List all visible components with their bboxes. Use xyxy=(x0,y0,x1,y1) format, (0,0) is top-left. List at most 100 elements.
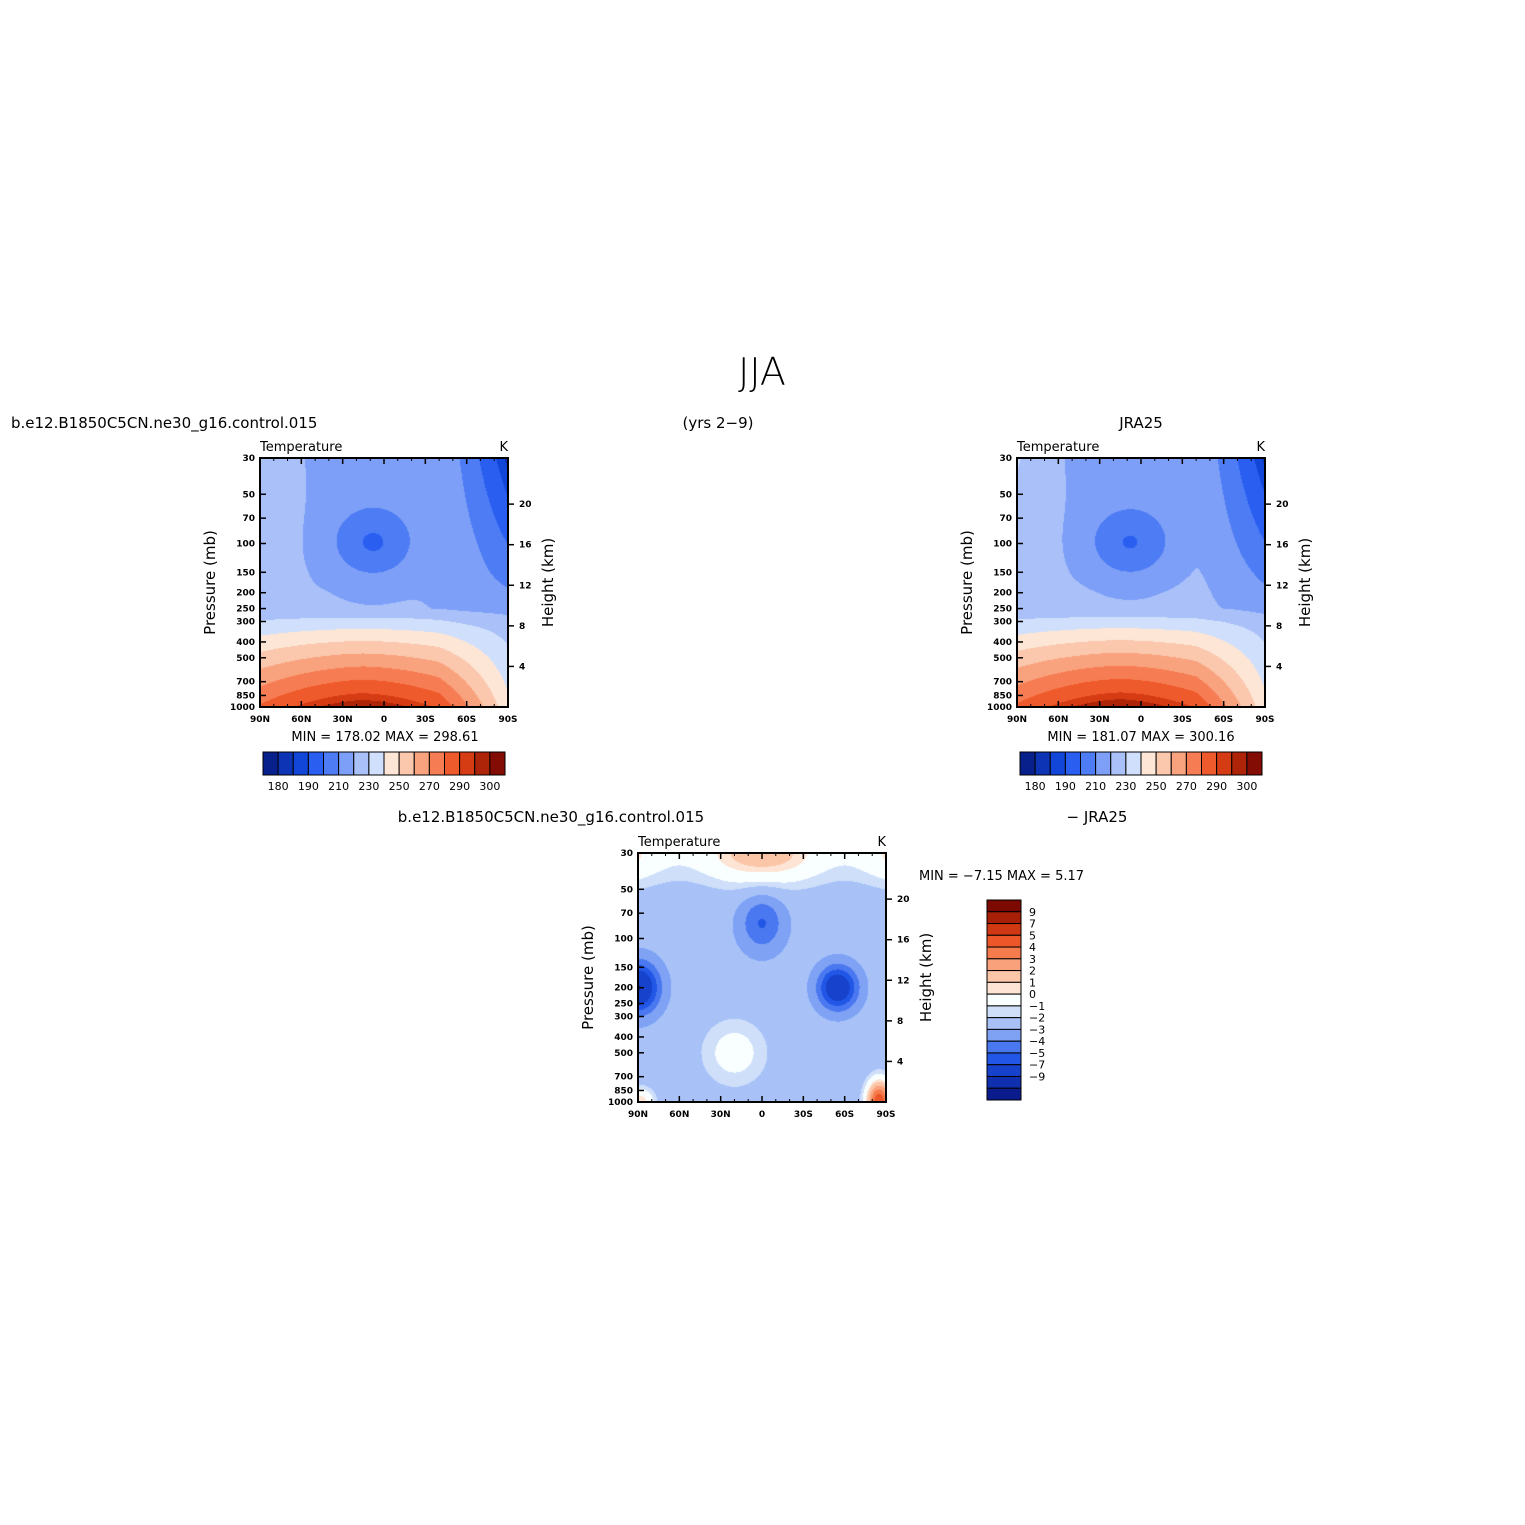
x-tick-label: 30S xyxy=(794,1110,813,1120)
x-tick-label: 60N xyxy=(291,715,311,725)
colorbar-box xyxy=(444,751,461,776)
colorbar-box xyxy=(1246,751,1263,776)
colorbar-box xyxy=(986,911,1022,925)
y-tick-label: 300 xyxy=(614,1013,633,1023)
x-tick-label: 0 xyxy=(381,715,387,725)
field-label: Temperature xyxy=(637,835,720,850)
colorbar-box xyxy=(986,1052,1022,1066)
y-tick-label: 250 xyxy=(614,1000,633,1010)
colorbar-label: 210 xyxy=(1085,780,1106,793)
colorbar-box xyxy=(1064,751,1081,776)
colorbar-box xyxy=(986,934,1022,948)
x-tick-label: 30S xyxy=(416,715,435,725)
field-label: Temperature xyxy=(259,440,342,455)
colorbar-box xyxy=(383,751,400,776)
y-tick-label: 50 xyxy=(620,885,633,895)
colorbar-label: 250 xyxy=(389,780,410,793)
colorbar-label: 190 xyxy=(298,780,319,793)
right-header: JRA25 xyxy=(1118,414,1163,432)
units-label: K xyxy=(1256,440,1265,455)
colorbar-label: 190 xyxy=(1055,780,1076,793)
colorbar-label: 290 xyxy=(449,780,470,793)
colorbar-label: −5 xyxy=(1029,1047,1045,1060)
colorbar-label: 9 xyxy=(1029,906,1036,919)
y-tick-label: 700 xyxy=(614,1073,633,1083)
y-tick-label: 700 xyxy=(236,678,255,688)
colorbar-box xyxy=(474,751,491,776)
x-tick-label: 90N xyxy=(628,1110,648,1120)
colorbar-label: 3 xyxy=(1029,953,1036,966)
colorbar-label: −7 xyxy=(1029,1059,1045,1072)
x-tick-label: 90N xyxy=(1007,715,1027,725)
y-tick-label: 700 xyxy=(993,678,1012,688)
colorbar-box xyxy=(307,751,324,776)
y2-tick-label: 12 xyxy=(1276,581,1289,591)
min-max-stats: MIN = −7.15 MAX = 5.17 xyxy=(919,869,1084,884)
y2-tick-label: 12 xyxy=(519,581,532,591)
y2-tick-label: 16 xyxy=(519,541,532,551)
colorbar-box xyxy=(292,751,309,776)
colorbar-box xyxy=(986,923,1022,936)
y-tick-label: 250 xyxy=(993,605,1012,615)
x-tick-label: 0 xyxy=(759,1110,765,1120)
colorbar-label: 0 xyxy=(1029,988,1036,1001)
panel-difference: Temperature K3050701001502002503004005007… xyxy=(579,835,1084,1120)
y-tick-label: 150 xyxy=(614,963,633,973)
y-tick-label: 850 xyxy=(614,1086,633,1096)
colorbar-box xyxy=(986,981,1022,995)
colorbar-box xyxy=(1155,751,1172,776)
colorbar-box xyxy=(1201,751,1218,776)
colorbar-box xyxy=(1034,751,1051,776)
figure-title: JJA xyxy=(738,350,786,394)
colorbar-box xyxy=(262,751,279,776)
y2-tick-label: 20 xyxy=(897,895,910,905)
contour-field xyxy=(1017,458,1265,707)
colorbar-box xyxy=(1049,751,1066,776)
colorbar-label: 7 xyxy=(1029,918,1036,931)
y-tick-label: 70 xyxy=(620,909,633,919)
colorbar-box xyxy=(277,751,294,776)
y-tick-label: 70 xyxy=(999,514,1012,524)
y-tick-label: 250 xyxy=(236,605,255,615)
y2-tick-label: 8 xyxy=(519,622,525,632)
colorbar-box xyxy=(428,751,445,776)
y2-tick-label: 8 xyxy=(1276,622,1282,632)
left-header: b.e12.B1850C5CN.ne30_g16.control.015 xyxy=(11,414,317,433)
colorbar-box xyxy=(986,946,1022,960)
colorbar-box xyxy=(986,1017,1022,1030)
y-tick-label: 100 xyxy=(236,539,255,549)
y-tick-label: 850 xyxy=(993,691,1012,701)
x-tick-label: 30N xyxy=(1090,715,1110,725)
colorbar-box xyxy=(459,751,476,776)
colorbar-box xyxy=(1080,751,1097,776)
y2-axis-label: Height (km) xyxy=(917,933,935,1022)
colorbar-label: 4 xyxy=(1029,941,1036,954)
y-tick-label: 30 xyxy=(620,849,633,859)
y2-tick-label: 8 xyxy=(897,1017,903,1027)
y-tick-label: 150 xyxy=(993,568,1012,578)
colorbar-label: 270 xyxy=(419,780,440,793)
colorbar-label: 230 xyxy=(358,780,379,793)
y-tick-label: 200 xyxy=(993,589,1012,599)
colorbar-box xyxy=(1231,751,1248,776)
min-max-stats: MIN = 178.02 MAX = 298.61 xyxy=(291,730,478,745)
y-tick-label: 400 xyxy=(993,638,1012,648)
y2-tick-label: 4 xyxy=(519,662,525,672)
x-tick-label: 0 xyxy=(1138,715,1144,725)
x-tick-label: 30N xyxy=(711,1110,731,1120)
colorbar-box xyxy=(489,751,506,776)
colorbar-label: 5 xyxy=(1029,929,1036,942)
y-tick-label: 50 xyxy=(999,490,1012,500)
x-tick-label: 60S xyxy=(457,715,476,725)
min-max-stats: MIN = 181.07 MAX = 300.16 xyxy=(1047,730,1234,745)
y-tick-label: 200 xyxy=(236,589,255,599)
y-tick-label: 150 xyxy=(236,568,255,578)
y-tick-label: 500 xyxy=(993,654,1012,664)
colorbar-box xyxy=(1110,751,1127,776)
x-tick-label: 90S xyxy=(498,715,517,725)
x-tick-label: 30N xyxy=(333,715,353,725)
colorbar-box xyxy=(368,751,385,776)
contour-field xyxy=(260,458,508,707)
colorbar-label: 180 xyxy=(268,780,289,793)
y-tick-label: 30 xyxy=(242,454,255,464)
